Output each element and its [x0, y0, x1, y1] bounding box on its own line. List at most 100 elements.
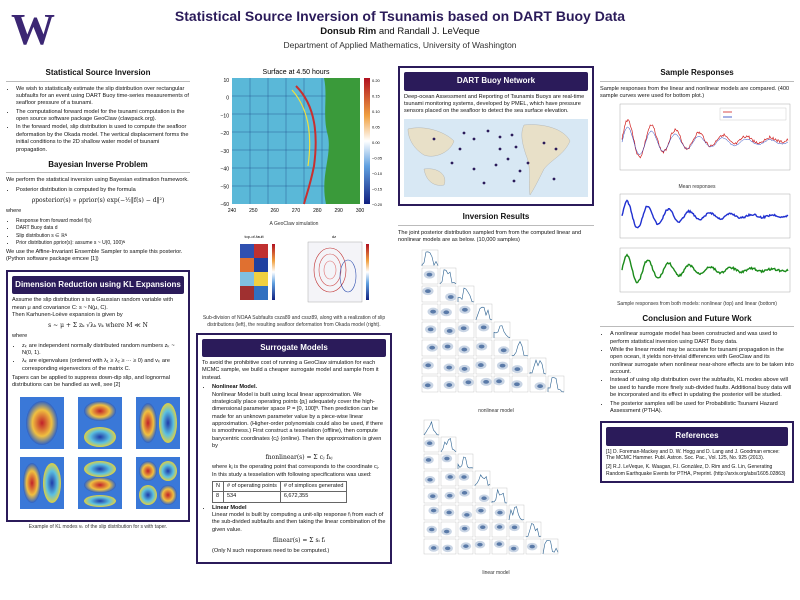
pairplot-density-core [514, 367, 521, 372]
pairplot-density-core [465, 380, 472, 385]
section-title-dart: DART Buoy Network [404, 72, 588, 91]
map-land-americas [521, 124, 571, 196]
pairplot-cell [439, 268, 457, 285]
pairplot-density-core [461, 475, 467, 480]
sm-lin-p2: (Only N such responses need to be comput… [212, 548, 330, 555]
sm-nonlinear: Nonlinear Model. Nonlinear Model is buil… [212, 384, 386, 503]
nonlinear-sample-curves [621, 199, 789, 229]
pairplot-density-core [446, 329, 453, 334]
pairplot-density-core [444, 457, 450, 461]
nonlinear-samples-plot [619, 194, 791, 239]
sim-x-tick: 280 [313, 208, 322, 214]
tessellation-table: N # of operating points # of simplices g… [212, 481, 348, 503]
pairplot-density-core [461, 347, 468, 352]
pairplot-density-core [427, 327, 434, 332]
poster-header: W Statistical Source Inversion of Tsunam… [0, 0, 800, 62]
slip-right-title: dz [332, 234, 336, 239]
pairplot-density-core [477, 363, 484, 368]
kl-where-2: λₖ are eigenvalues (ordered with λ₁ ≥ λ₂… [22, 358, 184, 373]
slip-blocks [240, 243, 268, 300]
pairplot-marginal [511, 341, 529, 357]
pairplot-density-core [427, 478, 433, 482]
pairplot-density-core [443, 530, 450, 534]
buoy-marker [472, 167, 476, 171]
pairplot-density-core [499, 364, 506, 368]
pairplot-density-core [425, 458, 432, 463]
sim-land [324, 78, 360, 204]
author-main: Donsub Rim [320, 26, 377, 37]
pairplot-marginal [475, 307, 493, 321]
poster-authors: Donsub Rim and Randall J. LeVeque [0, 26, 800, 37]
pairplot-density-core [430, 494, 436, 499]
linear-pairplot [423, 420, 559, 555]
poster-department: Department of Applied Mathematics, Unive… [283, 40, 517, 50]
buoy-marker [554, 147, 558, 151]
pairplot-density-core [511, 525, 518, 530]
kl-where: where [12, 333, 28, 340]
pairplot-marginal [457, 456, 474, 470]
buoy-marker [450, 161, 454, 165]
column-4: Sample Responses Sample responses from t… [600, 66, 794, 484]
mean-response-plot [619, 104, 791, 171]
pairplot-density-core [429, 346, 436, 350]
sim-colorbar-tick: −0.10 [372, 171, 383, 176]
kl-box: Dimension Reduction using KL Expansions … [6, 269, 190, 523]
pairplot-density-core [511, 547, 517, 551]
table-row: 8 534 6,672,355 [212, 491, 348, 503]
pairplot-density-core [480, 525, 486, 530]
pairplot-density-core [424, 383, 431, 388]
pairplot-density-core [461, 527, 468, 531]
sim-colorbar [364, 78, 370, 204]
pairplot-density-core [478, 509, 484, 513]
bip-intro: We perform the statistical inversion usi… [6, 177, 189, 184]
buoy-marker [432, 137, 436, 141]
buoy-marker [482, 181, 486, 185]
sm-list: Nonlinear Model. Nonlinear Model is buil… [202, 384, 386, 555]
bip-where: where [6, 208, 22, 215]
table-cell: 6,672,355 [279, 491, 348, 503]
linear-label: linear model [482, 569, 510, 576]
sim-colorbar-tick: −0.15 [372, 187, 383, 192]
kl-mode-3 [136, 396, 180, 449]
table-cell: 8 [212, 491, 224, 503]
sim-colorbar-ticks: 0.20 0.15 0.10 0.05 0.00 −0.05 −0.10 −0.15 −0.20 [372, 78, 383, 207]
ssi-bullet-3: In the forward model, slip distribution … [16, 124, 190, 154]
sim-colorbar-tick: 0.15 [372, 94, 381, 99]
resp-text: Sample responses from the linear and non… [600, 85, 790, 99]
table-header-row: N # of operating points # of simplices g… [212, 481, 348, 493]
buoy-marker [526, 161, 530, 165]
pairplot-marginal [508, 506, 525, 521]
kl-p1: Assume the slip distribution s is a Gaus… [12, 297, 174, 311]
section-title-inversion: Inversion Results [398, 212, 594, 226]
pairplot-density-core [480, 325, 487, 330]
pairplot-marginal [440, 438, 457, 453]
pairplot-density-core [447, 494, 453, 498]
pairplot-density-core [425, 363, 432, 368]
section-title-ssi: Statistical Source Inversion [6, 68, 190, 82]
linear-samples-plot [619, 247, 791, 292]
conc-bullet-3: Instead of using slip distribution over … [610, 377, 794, 399]
table-header-cell: # of operating points [222, 481, 281, 493]
map-land-asia [407, 127, 455, 157]
sim-colorbar-tick: 0.00 [372, 140, 381, 145]
kl-p2: Then Karhunen-Loève expansion is given b… [12, 311, 123, 318]
ssi-bullet-1: We wish to statistically estimate the sl… [16, 86, 190, 108]
tsunami-simulation-figure: Surface at 4.50 hours 240 250 260 270 280 290… [221, 69, 383, 214]
pairplot-cell [493, 322, 511, 339]
kl-equation: s ~ μ + Σ zₖ √λₖ vₖ where M ≪ N [48, 322, 148, 330]
references-box: References [1] D. Foreman-Mackey and D. … [600, 421, 794, 484]
sim-wavefront [295, 85, 317, 205]
conc-bullet-4: The posterior samples will be used for P… [610, 401, 794, 416]
pairplot-density-core [430, 310, 436, 314]
sim-colorbar-tick: −0.20 [372, 202, 383, 207]
bip-bullet-1: Posterior distribution is computed by th… [16, 187, 190, 194]
section-title-kl: Dimension Reduction using KL Expansions [12, 275, 184, 295]
sm-nl-p3: In this study a tesselation with followi… [212, 471, 372, 478]
sim-x-tick: 300 [356, 208, 365, 214]
kl-where-1: zₖ are independent normally distributed … [22, 343, 184, 358]
kl-p3: Tapers can be applied to suppress down-d… [12, 375, 170, 389]
okada-colorbar [366, 243, 369, 300]
buoy-marker [514, 145, 518, 149]
sm-nl-title: Nonlinear Model. [212, 384, 258, 391]
sm-lin-eq: flinear(s) = Σ sᵢ fᵢ [272, 537, 326, 545]
